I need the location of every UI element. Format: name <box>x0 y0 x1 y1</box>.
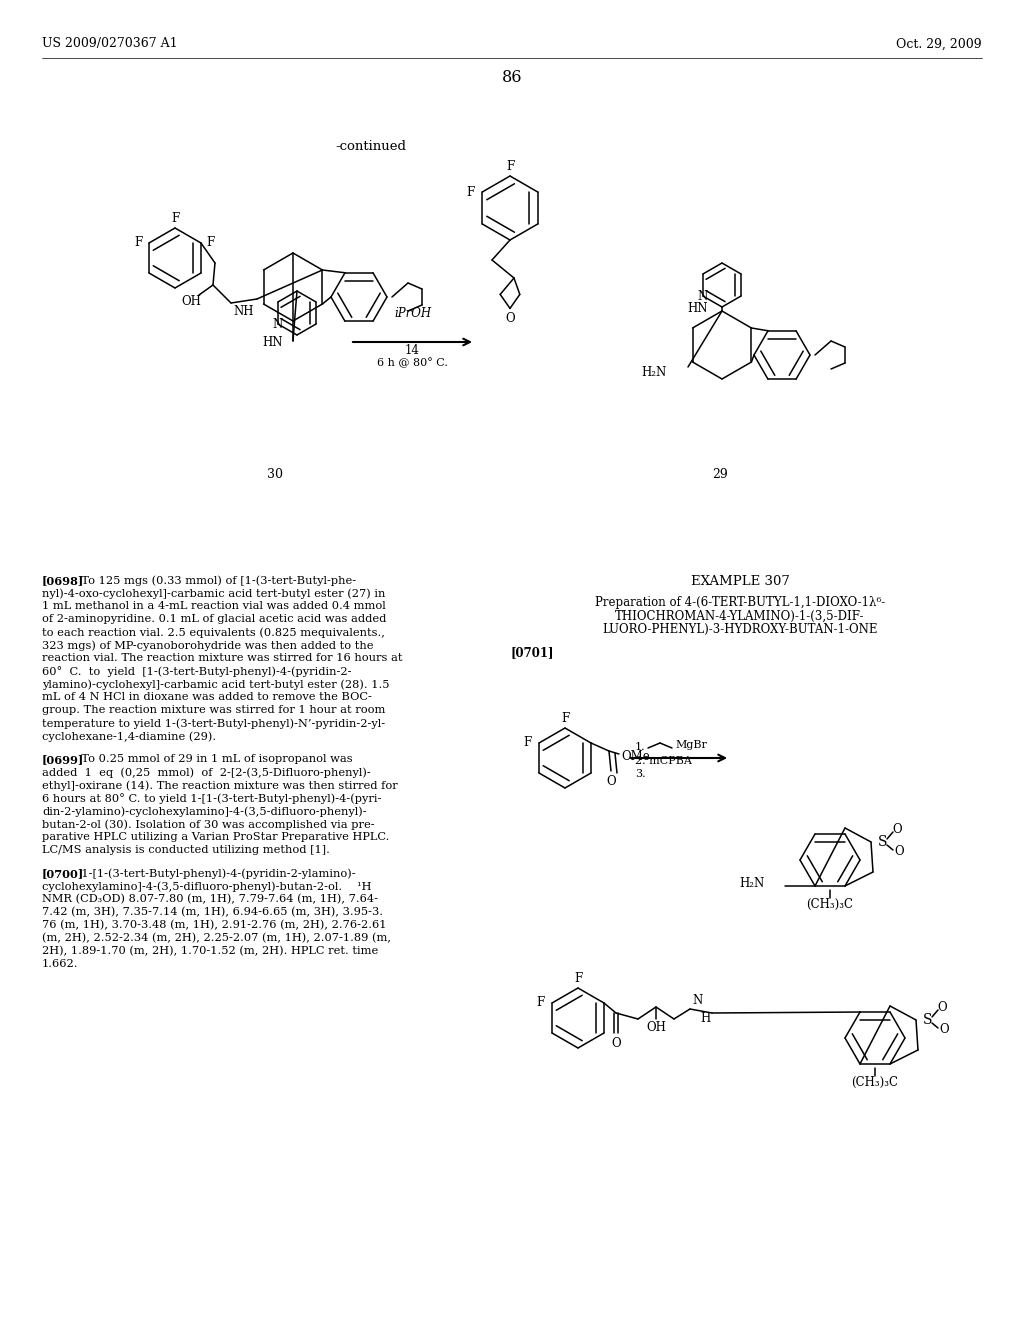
Text: din-2-ylamino)-cyclohexylamino]-4-(3,5-difluoro-phenyl)-: din-2-ylamino)-cyclohexylamino]-4-(3,5-d… <box>42 807 367 817</box>
Text: butan-2-ol (30). Isolation of 30 was accomplished via pre-: butan-2-ol (30). Isolation of 30 was acc… <box>42 818 375 829</box>
Text: F: F <box>537 997 545 1010</box>
Text: HN: HN <box>687 302 708 315</box>
Text: group. The reaction mixture was stirred for 1 hour at room: group. The reaction mixture was stirred … <box>42 705 385 715</box>
Text: reaction vial. The reaction mixture was stirred for 16 hours at: reaction vial. The reaction mixture was … <box>42 653 402 663</box>
Text: ylamino)-cyclohexyl]-carbamic acid tert-butyl ester (28). 1.5: ylamino)-cyclohexyl]-carbamic acid tert-… <box>42 678 389 689</box>
Text: F: F <box>573 972 582 985</box>
Text: -continued: -continued <box>335 140 406 153</box>
Text: (m, 2H), 2.52-2.34 (m, 2H), 2.25-2.07 (m, 1H), 2.07-1.89 (m,: (m, 2H), 2.52-2.34 (m, 2H), 2.25-2.07 (m… <box>42 933 391 944</box>
Text: 3.: 3. <box>635 770 645 779</box>
Text: 30: 30 <box>267 469 283 480</box>
Text: of 2-aminopyridine. 0.1 mL of glacial acetic acid was added: of 2-aminopyridine. 0.1 mL of glacial ac… <box>42 614 386 624</box>
Text: O: O <box>894 846 904 858</box>
Text: F: F <box>506 160 514 173</box>
Text: 1-[1-(3-tert-Butyl-phenyl)-4-(pyridin-2-ylamino)-: 1-[1-(3-tert-Butyl-phenyl)-4-(pyridin-2-… <box>70 869 355 879</box>
Text: OMe: OMe <box>621 751 650 763</box>
Text: N: N <box>692 994 702 1007</box>
Text: F: F <box>135 236 143 249</box>
Text: 1 mL methanol in a 4-mL reaction vial was added 0.4 mmol: 1 mL methanol in a 4-mL reaction vial wa… <box>42 601 386 611</box>
Text: 2. mCPBA: 2. mCPBA <box>635 756 692 766</box>
Text: F: F <box>171 213 179 224</box>
Text: H: H <box>700 1012 711 1026</box>
Text: H₂N: H₂N <box>642 367 667 380</box>
Text: temperature to yield 1-(3-tert-Butyl-phenyl)-N’-pyridin-2-yl-: temperature to yield 1-(3-tert-Butyl-phe… <box>42 718 385 729</box>
Text: added  1  eq  (0,25  mmol)  of  2-[2-(3,5-Difluoro-phenyl)-: added 1 eq (0,25 mmol) of 2-[2-(3,5-Difl… <box>42 767 371 777</box>
Text: MgBr: MgBr <box>675 741 707 750</box>
Text: cyclohexane-1,4-diamine (29).: cyclohexane-1,4-diamine (29). <box>42 731 216 742</box>
Text: S: S <box>879 836 888 849</box>
Text: OH: OH <box>181 294 201 308</box>
Text: parative HPLC utilizing a Varian ProStar Preparative HPLC.: parative HPLC utilizing a Varian ProStar… <box>42 832 389 842</box>
Text: O: O <box>939 1023 949 1036</box>
Text: To 125 mgs (0.33 mmol) of [1-(3-tert-Butyl-phe-: To 125 mgs (0.33 mmol) of [1-(3-tert-But… <box>70 576 356 586</box>
Text: NH: NH <box>233 305 254 318</box>
Text: S: S <box>924 1012 933 1027</box>
Text: LC/MS analysis is conducted utilizing method [1].: LC/MS analysis is conducted utilizing me… <box>42 845 330 855</box>
Text: US 2009/0270367 A1: US 2009/0270367 A1 <box>42 37 177 50</box>
Text: (CH₃)₃C: (CH₃)₃C <box>852 1076 898 1089</box>
Text: 29: 29 <box>712 469 728 480</box>
Text: OH: OH <box>646 1020 666 1034</box>
Text: To 0.25 mmol of 29 in 1 mL of isopropanol was: To 0.25 mmol of 29 in 1 mL of isopropano… <box>70 754 352 764</box>
Text: THIOCHROMAN-4-YLAMINO)-1-(3,5-DIF-: THIOCHROMAN-4-YLAMINO)-1-(3,5-DIF- <box>615 610 864 623</box>
Text: O: O <box>937 1002 947 1015</box>
Text: 7.42 (m, 3H), 7.35-7.14 (m, 1H), 6.94-6.65 (m, 3H), 3.95-3.: 7.42 (m, 3H), 7.35-7.14 (m, 1H), 6.94-6.… <box>42 907 383 917</box>
Text: [0700]: [0700] <box>42 869 84 879</box>
Text: O: O <box>606 775 615 788</box>
Text: 76 (m, 1H), 3.70-3.48 (m, 1H), 2.91-2.76 (m, 2H), 2.76-2.61: 76 (m, 1H), 3.70-3.48 (m, 1H), 2.91-2.76… <box>42 920 386 931</box>
Text: ethyl]-oxirane (14). The reaction mixture was then stirred for: ethyl]-oxirane (14). The reaction mixtur… <box>42 780 397 791</box>
Text: N: N <box>697 289 708 302</box>
Text: F: F <box>206 236 214 249</box>
Text: F: F <box>561 711 569 725</box>
Text: NMR (CD₃OD) 8.07-7.80 (m, 1H), 7.79-7.64 (m, 1H), 7.64-: NMR (CD₃OD) 8.07-7.80 (m, 1H), 7.79-7.64… <box>42 894 378 904</box>
Text: O: O <box>611 1038 621 1049</box>
Text: Preparation of 4-(6-TERT-BUTYL-1,1-DIOXO-1λ⁶-: Preparation of 4-(6-TERT-BUTYL-1,1-DIOXO… <box>595 597 885 609</box>
Text: O: O <box>892 824 902 837</box>
Text: 1.: 1. <box>635 742 645 752</box>
Text: 1.662.: 1.662. <box>42 960 79 969</box>
Text: 323 mgs) of MP-cyanoborohydride was then added to the: 323 mgs) of MP-cyanoborohydride was then… <box>42 640 374 651</box>
Text: iPrOH: iPrOH <box>394 308 431 319</box>
Text: nyl)-4-oxo-cyclohexyl]-carbamic acid tert-butyl ester (27) in: nyl)-4-oxo-cyclohexyl]-carbamic acid ter… <box>42 587 385 598</box>
Text: 2H), 1.89-1.70 (m, 2H), 1.70-1.52 (m, 2H). HPLC ret. time: 2H), 1.89-1.70 (m, 2H), 1.70-1.52 (m, 2H… <box>42 946 378 957</box>
Text: [0701]: [0701] <box>510 645 554 659</box>
Text: mL of 4 N HCl in dioxane was added to remove the BOC-: mL of 4 N HCl in dioxane was added to re… <box>42 692 372 702</box>
Text: (CH₃)₃C: (CH₃)₃C <box>807 898 853 911</box>
Text: cyclohexylamino]-4-(3,5-difluoro-phenyl)-butan-2-ol.  ¹H: cyclohexylamino]-4-(3,5-difluoro-phenyl)… <box>42 880 372 891</box>
Text: EXAMPLE 307: EXAMPLE 307 <box>690 576 790 587</box>
Text: to each reaction vial. 2.5 equivalents (0.825 mequivalents.,: to each reaction vial. 2.5 equivalents (… <box>42 627 385 638</box>
Text: HN: HN <box>262 337 283 350</box>
Text: [0698]: [0698] <box>42 576 84 586</box>
Text: 60°  C.  to  yield  [1-(3-tert-Butyl-phenyl)-4-(pyridin-2-: 60° C. to yield [1-(3-tert-Butyl-phenyl)… <box>42 667 351 677</box>
Text: Oct. 29, 2009: Oct. 29, 2009 <box>896 37 982 50</box>
Text: 14: 14 <box>406 345 420 356</box>
Text: LUORO-PHENYL)-3-HYDROXY-BUTAN-1-ONE: LUORO-PHENYL)-3-HYDROXY-BUTAN-1-ONE <box>602 623 878 636</box>
Text: F: F <box>466 186 474 198</box>
Text: 6 hours at 80° C. to yield 1-[1-(3-tert-Butyl-phenyl)-4-(pyri-: 6 hours at 80° C. to yield 1-[1-(3-tert-… <box>42 793 381 804</box>
Text: O: O <box>505 313 515 326</box>
Text: [0699]: [0699] <box>42 754 84 766</box>
Text: F: F <box>523 737 532 750</box>
Text: N: N <box>272 318 283 330</box>
Text: 6 h @ 80° C.: 6 h @ 80° C. <box>377 358 447 368</box>
Text: 86: 86 <box>502 70 522 87</box>
Text: H₂N: H₂N <box>739 878 765 891</box>
